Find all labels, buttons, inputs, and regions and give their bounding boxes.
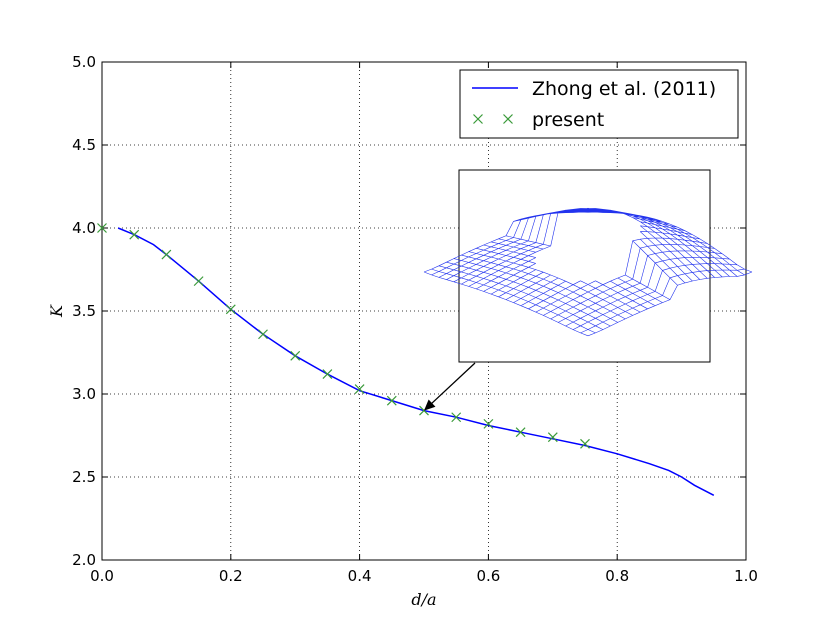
x-axis-label: d/a <box>411 590 436 609</box>
data-point-present <box>547 432 558 443</box>
legend-box <box>459 69 739 139</box>
mesh-lines <box>423 207 753 337</box>
legend-marker <box>503 114 513 124</box>
inset <box>423 169 753 411</box>
data-point-present <box>580 438 590 449</box>
perforated-plate-mesh-icon <box>423 207 753 337</box>
y-tick-label: 3.5 <box>72 302 96 320</box>
legend-marker-swatch <box>473 114 513 124</box>
x-tick-label: 0.0 <box>90 567 114 585</box>
legend-marker <box>473 114 483 124</box>
annotation-arrow-head <box>424 399 436 411</box>
y-tick-label: 4.0 <box>72 219 96 237</box>
x-tick-label: 0.6 <box>476 567 500 585</box>
inset-frame <box>458 169 711 363</box>
y-tick-label: 4.5 <box>72 136 96 154</box>
data-point-present <box>451 412 462 423</box>
y-tick-label: 5.0 <box>72 53 96 71</box>
x-tick-label: 1.0 <box>734 567 758 585</box>
data-point-present <box>354 384 365 394</box>
data-point-present <box>193 276 204 287</box>
data-point-present <box>97 223 107 233</box>
data-point-present <box>386 395 397 406</box>
data-point-present <box>258 329 268 340</box>
data-point-present <box>322 369 333 380</box>
y-tick-label: 2.0 <box>72 551 96 569</box>
data-point-present <box>515 427 526 438</box>
annotation-arrow <box>430 362 476 405</box>
y-tick-label: 3.0 <box>72 385 96 403</box>
y-axis-label: K <box>47 304 66 318</box>
x-tick-label: 0.8 <box>605 567 629 585</box>
data-point-present <box>129 229 140 240</box>
legend: Zhong et al. (2011) present <box>459 69 739 139</box>
y-tick-label: 2.5 <box>72 468 96 486</box>
legend-label-present: present <box>532 109 604 131</box>
data-point-present <box>225 304 236 315</box>
x-tick-label: 0.2 <box>219 567 243 585</box>
ticks: 0.0 0.2 0.4 0.6 0.8 1.0 2.0 2.5 3.0 3.5 4.0 4.5 5.0 <box>72 53 758 585</box>
data-point-present <box>483 418 494 429</box>
x-tick-label: 0.4 <box>348 567 372 585</box>
data-point-present <box>161 249 172 260</box>
series-markers <box>97 223 590 449</box>
data-point-present <box>290 350 301 361</box>
legend-label-zhong: Zhong et al. (2011) <box>532 78 716 100</box>
